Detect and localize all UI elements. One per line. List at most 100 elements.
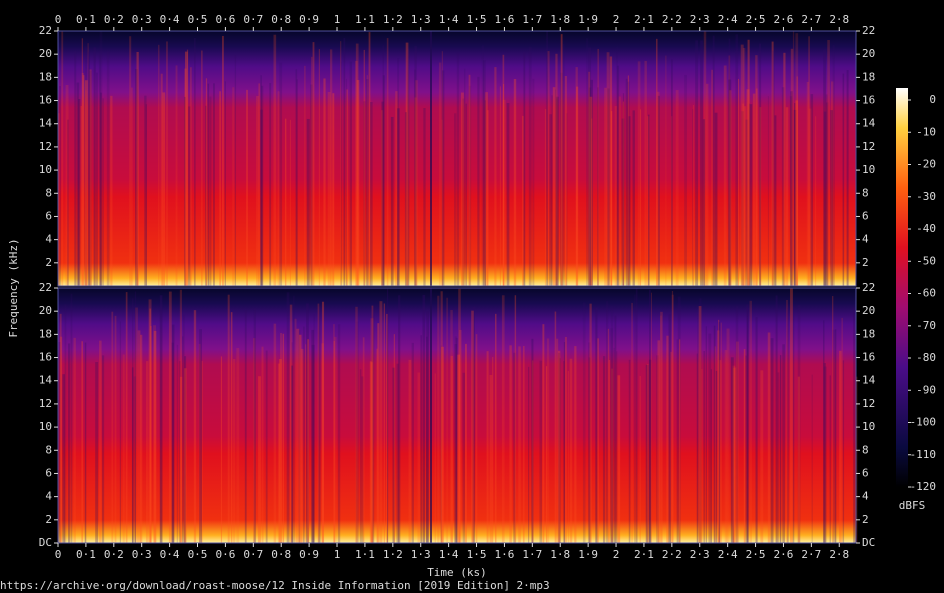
x-tick-label: 0·7 [243,13,263,26]
texture [712,35,715,287]
texture [219,91,221,287]
texture [81,341,83,543]
texture [808,36,810,286]
colorbar-tick-label: -110 [910,448,937,461]
texture [370,318,374,543]
texture [696,353,698,543]
texture [589,96,593,286]
texture [542,324,545,543]
colorbar-tick-label: -90 [916,383,936,396]
texture [625,78,628,286]
y-tick-label: 2 [862,513,869,526]
texture [589,303,592,543]
texture [518,346,521,543]
texture [698,306,702,543]
texture [748,103,751,286]
texture [408,359,412,543]
texture [483,60,486,286]
texture [277,91,280,287]
texture [717,330,720,543]
texture [311,56,313,287]
texture [458,288,461,543]
texture [58,113,60,287]
texture [462,372,465,543]
texture [455,337,458,543]
x-tick-label: 1·7 [522,13,542,26]
x-tick-label: 1·3 [411,548,431,561]
y-tick-label: 4 [45,490,52,503]
texture [305,344,307,543]
y-tick-label: 14 [39,117,53,130]
texture [465,103,467,287]
texture [724,350,728,543]
texture [454,113,457,287]
texture [82,75,85,286]
texture [355,321,359,543]
x-tick-label: 0·3 [132,548,152,561]
texture [140,334,143,543]
y-tick-label: 16 [39,351,52,364]
y-tick-label: 10 [862,420,875,433]
texture [437,295,440,543]
x-tick-label: 1·1 [355,548,375,561]
colorbar-tick-label: -40 [916,222,936,235]
texture [811,374,813,543]
texture [557,350,561,543]
texture [440,291,443,543]
texture [611,368,613,543]
y-tick-label: 16 [862,351,875,364]
texture [760,370,764,543]
texture [792,306,795,543]
texture [832,296,834,543]
texture [697,313,700,543]
texture [162,92,166,286]
texture [318,306,321,543]
texture [304,65,306,287]
texture [150,326,152,543]
texture [300,348,304,543]
texture [84,46,88,287]
texture [699,298,702,543]
texture [726,328,730,543]
texture [551,95,553,286]
texture [129,36,132,287]
texture [560,34,563,286]
texture [730,357,734,543]
texture [752,93,756,287]
x-tick-label: 2·7 [801,548,821,561]
y-tick-label: 12 [862,397,875,410]
texture [184,356,187,543]
texture [98,54,101,287]
x-tick-label: 2 [613,548,620,561]
x-tick-label: 1·9 [578,13,598,26]
texture [555,96,559,286]
texture [396,363,399,543]
texture [808,108,812,286]
texture [199,329,202,543]
texture [460,92,464,287]
texture [746,304,749,543]
texture [99,340,102,543]
texture [80,106,82,287]
texture [441,119,443,287]
texture [738,78,740,287]
x-tick-label: 1·1 [355,13,375,26]
texture [666,335,669,543]
texture [393,334,396,543]
texture [260,109,263,286]
texture [610,306,614,543]
texture [261,346,264,543]
texture [426,311,429,543]
y-tick-label: 22 [39,281,52,294]
texture [265,350,268,543]
texture [759,107,762,286]
x-tick-label: 0·8 [271,548,291,561]
x-tick-label: 0·3 [132,13,152,26]
texture [545,366,548,543]
texture [743,106,747,286]
y-tick-label: 16 [39,94,52,107]
y-tick-label: 16 [862,94,875,107]
texture [597,338,600,543]
texture [489,374,493,543]
texture [253,308,256,543]
